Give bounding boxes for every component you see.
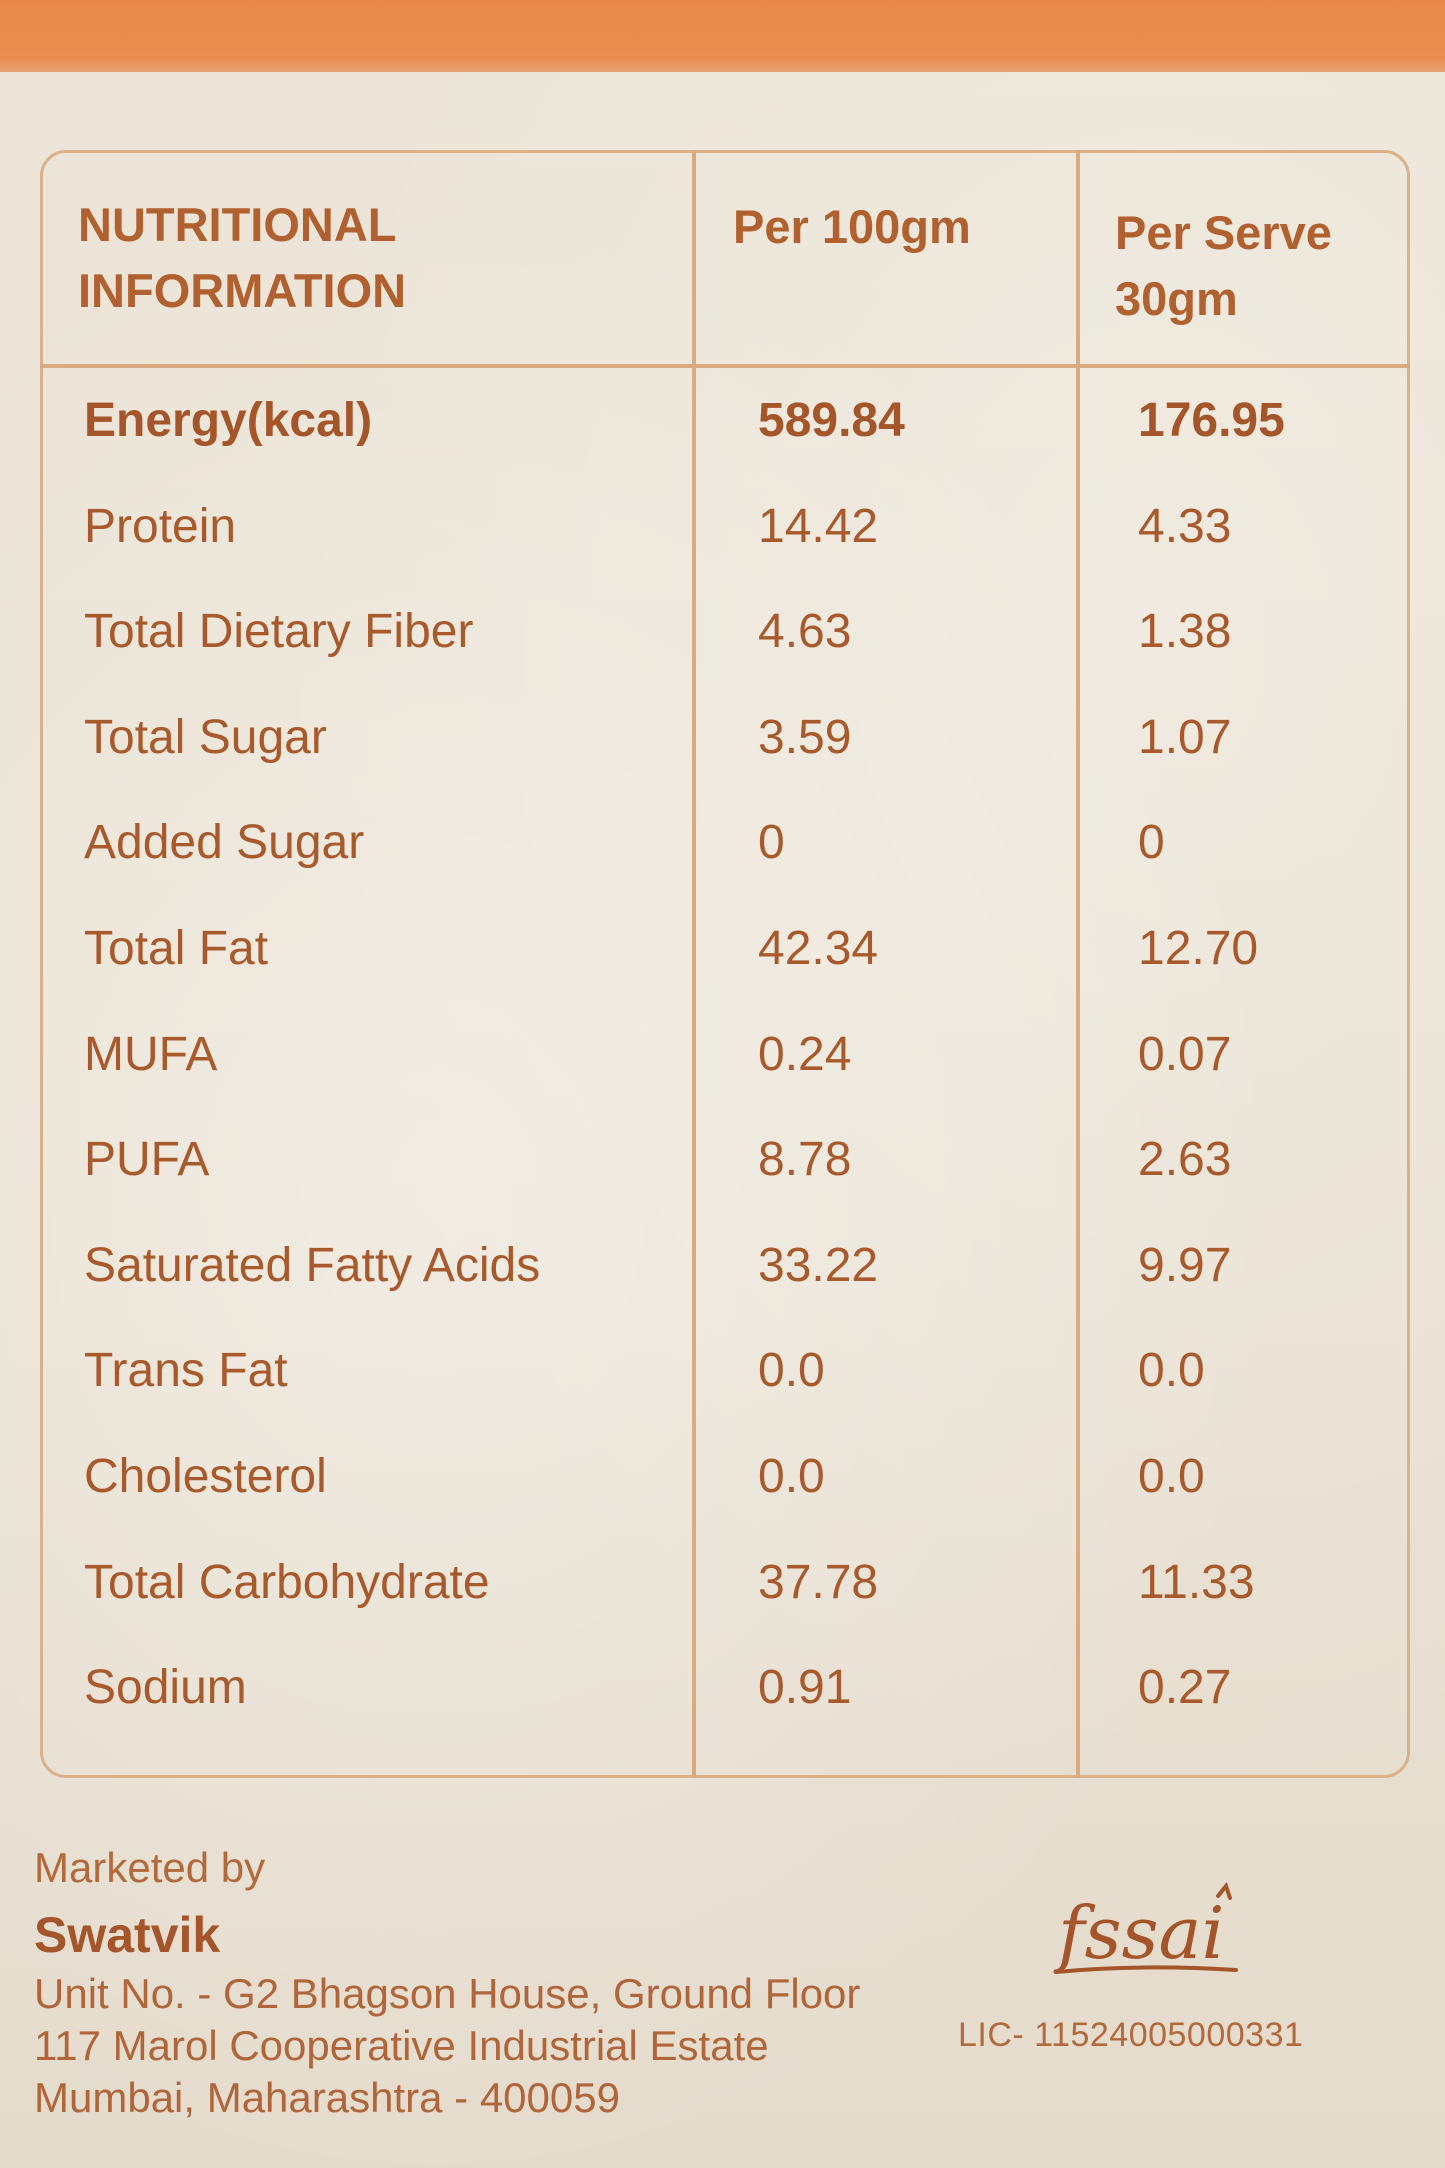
- nutrient-name: PUFA: [84, 1133, 210, 1186]
- value-per-100gm: 42.34: [758, 922, 879, 975]
- value-per-serve: 0.07: [1138, 1028, 1232, 1081]
- column-header-per-serve-line-1: Per Serve: [1115, 206, 1332, 259]
- value-per-100gm: 0.0: [758, 1450, 825, 1503]
- table-row: Sodium 0.91 0.27: [0, 1653, 1445, 1723]
- column-divider-1: [692, 150, 696, 1778]
- value-per-serve: 0.27: [1138, 1661, 1232, 1714]
- nutrient-name: Trans Fat: [84, 1344, 288, 1397]
- value-per-serve: 11.33: [1138, 1556, 1255, 1609]
- nutrient-name: MUFA: [84, 1028, 218, 1081]
- nutrient-name: Protein: [84, 500, 237, 553]
- address-line-3: Mumbai, Maharashtra - 400059: [34, 2074, 620, 2121]
- nutrient-name: Cholesterol: [84, 1450, 327, 1503]
- nutrient-name: Sodium: [84, 1661, 247, 1714]
- nutrient-name: Saturated Fatty Acids: [84, 1239, 541, 1292]
- fssai-logo: fssai: [1053, 1881, 1238, 1975]
- table-title: NUTRITIONAL INFORMATION: [78, 192, 658, 324]
- header-divider: [40, 364, 1410, 368]
- value-per-serve: 1.07: [1138, 711, 1232, 764]
- table-row: Protein 14.42 4.33: [0, 492, 1445, 562]
- table-title-line-1: NUTRITIONAL: [78, 198, 397, 251]
- value-per-serve: 176.95: [1138, 394, 1285, 447]
- value-per-serve: 0.0: [1138, 1450, 1205, 1503]
- value-per-100gm: 0.0: [758, 1344, 825, 1397]
- nutrient-name: Total Sugar: [84, 711, 327, 764]
- nutrient-name: Total Dietary Fiber: [84, 605, 474, 658]
- table-row: Trans Fat 0.0 0.0: [0, 1336, 1445, 1406]
- orange-band: [0, 0, 1445, 72]
- value-per-100gm: 14.42: [758, 500, 879, 553]
- fssai-logo-text: fssai: [1053, 1891, 1225, 1975]
- address-line-2: 117 Marol Cooperative Industrial Estate: [34, 2022, 769, 2069]
- table-row: MUFA 0.24 0.07: [0, 1020, 1445, 1090]
- value-per-serve: 2.63: [1138, 1133, 1232, 1186]
- table-row: Total Carbohydrate 37.78 11.33: [0, 1548, 1445, 1618]
- value-per-serve: 1.38: [1138, 605, 1232, 658]
- table-title-line-2: INFORMATION: [78, 264, 407, 317]
- value-per-100gm: 8.78: [758, 1133, 852, 1186]
- column-header-per-100gm: Per 100gm: [733, 200, 971, 253]
- value-per-serve: 0: [1138, 816, 1165, 869]
- table-row: Cholesterol 0.0 0.0: [0, 1442, 1445, 1512]
- table-row: Total Fat 42.34 12.70: [0, 914, 1445, 984]
- brand-name: Swatvik: [34, 1907, 221, 1963]
- value-per-100gm: 0: [758, 816, 785, 869]
- value-per-100gm: 4.63: [758, 605, 852, 658]
- nutrient-name: Energy(kcal): [84, 394, 373, 447]
- value-per-100gm: 37.78: [758, 1556, 879, 1609]
- table-row: Saturated Fatty Acids 33.22 9.97: [0, 1231, 1445, 1301]
- value-per-serve: 9.97: [1138, 1239, 1232, 1292]
- column-header-per-serve-line-2: 30gm: [1115, 272, 1238, 325]
- fssai-license-number: LIC- 11524005000331: [958, 2016, 1304, 2054]
- table-row: PUFA 8.78 2.63: [0, 1125, 1445, 1195]
- table-row: Added Sugar 0 0: [0, 808, 1445, 878]
- marketed-by-label: Marketed by: [34, 1844, 266, 1891]
- column-header-per-serve: Per Serve 30gm: [1115, 200, 1405, 332]
- nutrition-table: [40, 150, 1410, 1778]
- value-per-serve: 0.0: [1138, 1344, 1205, 1397]
- value-per-100gm: 3.59: [758, 711, 852, 764]
- value-per-100gm: 33.22: [758, 1239, 879, 1292]
- value-per-serve: 12.70: [1138, 922, 1259, 975]
- table-row: Energy(kcal) 589.84 176.95: [0, 386, 1445, 456]
- nutrient-name: Total Carbohydrate: [84, 1556, 490, 1609]
- value-per-100gm: 0.24: [758, 1028, 852, 1081]
- nutrient-name: Added Sugar: [84, 816, 365, 869]
- value-per-100gm: 0.91: [758, 1661, 852, 1714]
- address-line-1: Unit No. - G2 Bhagson House, Ground Floo…: [34, 1970, 861, 2017]
- table-row: Total Dietary Fiber 4.63 1.38: [0, 597, 1445, 667]
- column-divider-2: [1076, 150, 1080, 1778]
- nutrient-name: Total Fat: [84, 922, 269, 975]
- value-per-100gm: 589.84: [758, 394, 905, 447]
- table-row: Total Sugar 3.59 1.07: [0, 703, 1445, 773]
- value-per-serve: 4.33: [1138, 500, 1232, 553]
